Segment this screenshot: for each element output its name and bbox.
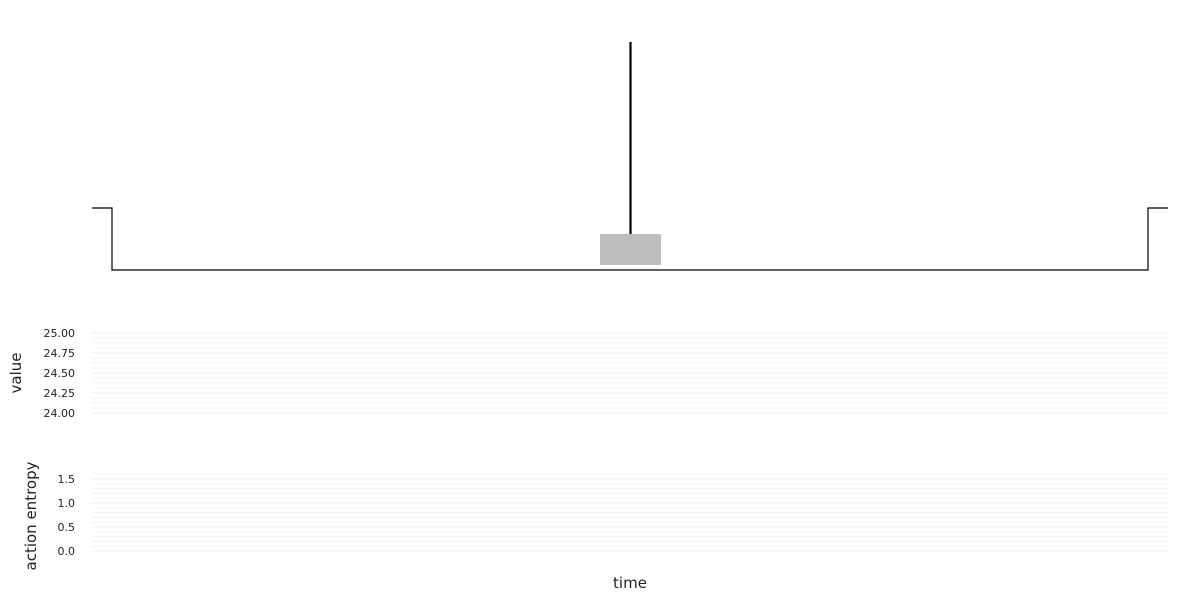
value-tick-labels: 25.00 24.75 24.50 24.25 24.00 — [44, 327, 76, 420]
value-tick-label: 25.00 — [44, 327, 76, 340]
value-tick-label: 24.75 — [44, 347, 76, 360]
track-line — [92, 207, 1168, 271]
entropy-tick-label: 1.5 — [58, 473, 76, 486]
entropy-gridlines — [92, 473, 1168, 552]
agent-box — [600, 234, 661, 265]
action-entropy-panel: 1.5 1.0 0.5 0.0 action entropy — [22, 461, 1168, 570]
value-panel: 25.00 24.75 24.50 24.25 24.00 value — [7, 327, 1168, 420]
environment-panel — [92, 42, 1168, 271]
entropy-tick-label: 0.0 — [58, 545, 76, 558]
entropy-tick-label: 1.0 — [58, 497, 76, 510]
entropy-tick-label: 0.5 — [58, 521, 76, 534]
value-tick-label: 24.25 — [44, 387, 76, 400]
value-tick-label: 24.50 — [44, 367, 76, 380]
value-gridlines — [92, 332, 1168, 414]
value-axis-label: value — [7, 353, 25, 394]
entropy-axis-label: action entropy — [22, 461, 40, 570]
entropy-tick-labels: 1.5 1.0 0.5 0.0 — [58, 473, 76, 558]
x-axis-label: time — [613, 574, 647, 592]
value-tick-label: 24.00 — [44, 407, 76, 420]
